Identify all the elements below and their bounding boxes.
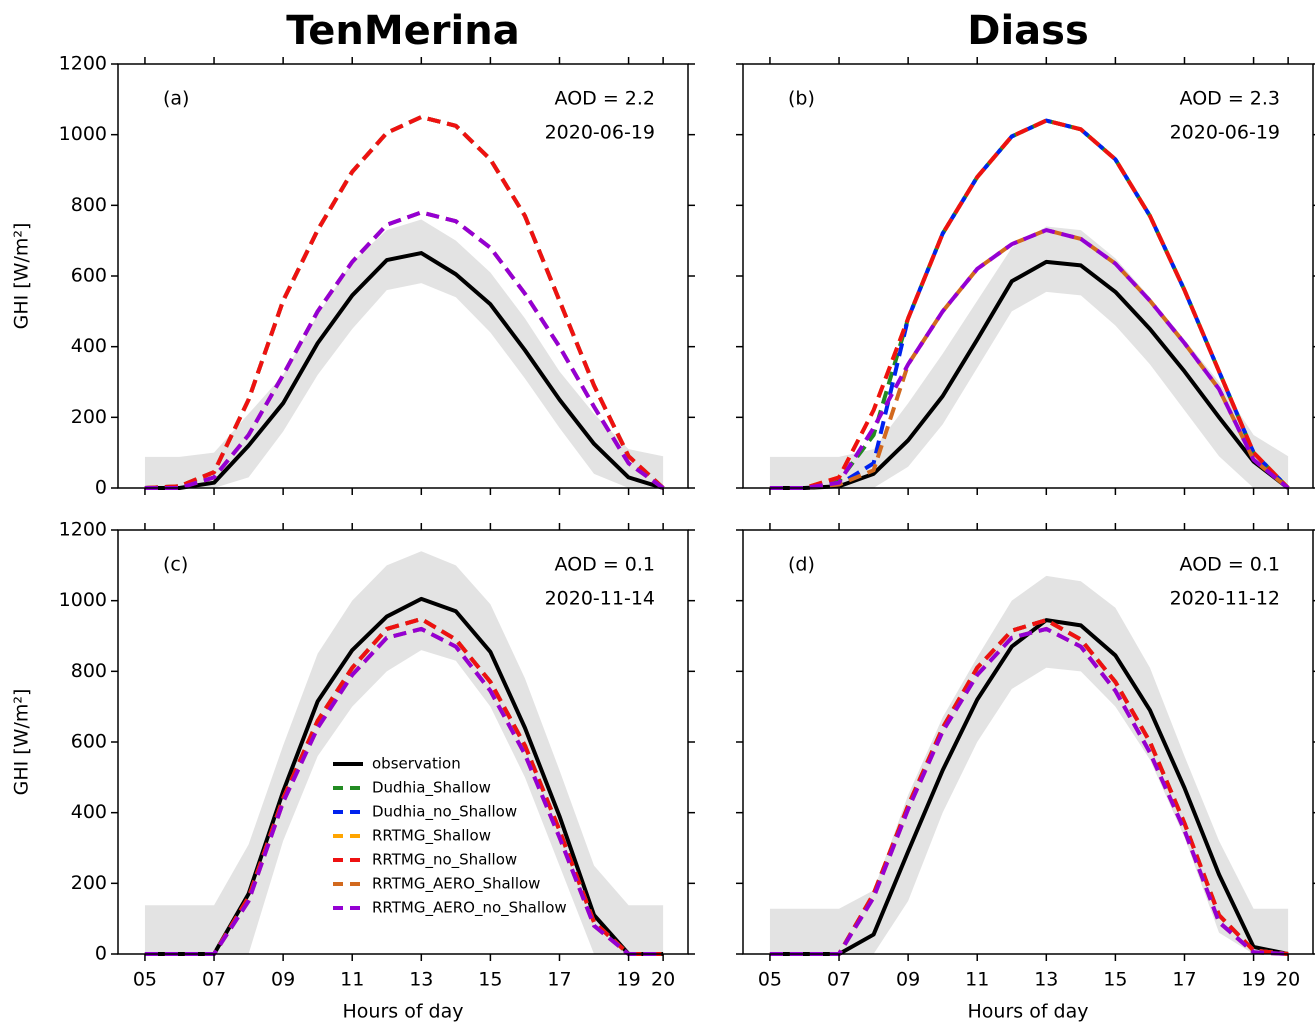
aod-annotation: AOD = 2.2	[555, 88, 655, 110]
y-tick-label: 800	[71, 660, 107, 682]
column-title: TenMerina	[286, 8, 519, 54]
y-tick-label: 1200	[59, 53, 107, 75]
aod-annotation: AOD = 2.3	[1180, 88, 1280, 110]
panel-label: (b)	[788, 88, 815, 110]
x-tick-label: 05	[133, 969, 157, 991]
y-tick-label: 0	[95, 477, 107, 499]
x-tick-label: 11	[965, 969, 989, 991]
y-tick-label: 1200	[59, 519, 107, 541]
x-tick-label: 13	[409, 969, 433, 991]
aod-annotation: AOD = 0.1	[1180, 554, 1280, 576]
panel-label: (a)	[163, 88, 189, 110]
legend-label: Dudhia_no_Shallow	[372, 803, 517, 822]
x-tick-label: 15	[1103, 969, 1127, 991]
panel: 0 200 400 600 800 1000 1200 05 07 09 11 13 15 17 19 20 G…	[11, 519, 695, 1023]
x-axis-label: Hours of day	[342, 1001, 463, 1023]
panel-label: (c)	[163, 554, 188, 576]
x-tick-label: 05	[758, 969, 782, 991]
panel-label: (d)	[788, 554, 815, 576]
series-line	[769, 118, 1290, 490]
series-line	[769, 259, 1290, 490]
y-tick-label: 0	[95, 943, 107, 965]
legend-label: RRTMG_AERO_no_Shallow	[372, 899, 567, 918]
x-tick-label: 19	[616, 969, 640, 991]
uncertainty-band	[144, 219, 664, 488]
x-tick-label: 20	[651, 969, 675, 991]
x-tick-label: 17	[1172, 969, 1196, 991]
date-annotation: 2020-06-19	[1170, 122, 1280, 144]
uncertainty-band	[144, 551, 664, 954]
x-tick-label: 09	[896, 969, 920, 991]
y-tick-label: 400	[71, 801, 107, 823]
y-tick-label: 400	[71, 335, 107, 357]
legend-label: RRTMG_Shallow	[372, 827, 491, 846]
y-tick-label: 600	[71, 265, 107, 287]
uncertainty-band	[769, 575, 1289, 954]
aod-annotation: AOD = 0.1	[555, 554, 655, 576]
y-tick-label: 200	[71, 406, 107, 428]
x-tick-label: 07	[827, 969, 851, 991]
series-line	[769, 228, 1290, 490]
y-tick-label: 1000	[59, 123, 107, 145]
panel: 05 07 09 11 13 15 17 19 20 Hours of day (d) AOD = 0…	[736, 523, 1315, 1023]
legend-label: RRTMG_AERO_Shallow	[372, 875, 540, 894]
x-tick-label: 19	[1241, 969, 1265, 991]
series-line	[144, 115, 665, 490]
x-tick-label: 15	[478, 969, 502, 991]
uncertainty-band	[769, 226, 1289, 488]
panel: Diass (b) AOD = 2.3 2020-06-19	[736, 8, 1315, 495]
legend-label: observation	[372, 755, 461, 773]
x-tick-label: 11	[340, 969, 364, 991]
y-tick-label: 200	[71, 872, 107, 894]
legend-label: Dudhia_Shallow	[372, 779, 491, 798]
x-tick-label: 13	[1034, 969, 1058, 991]
date-annotation: 2020-11-14	[545, 588, 655, 610]
y-tick-label: 600	[71, 731, 107, 753]
x-axis-label: Hours of day	[967, 1001, 1088, 1023]
series-line	[769, 626, 1289, 956]
x-tick-label: 20	[1276, 969, 1300, 991]
series-line	[769, 228, 1290, 490]
series-line	[144, 626, 664, 956]
column-title: Diass	[967, 8, 1089, 54]
y-tick-label: 800	[71, 194, 107, 216]
series-line	[144, 251, 664, 490]
legend-label: RRTMG_no_Shallow	[372, 851, 517, 870]
x-tick-label: 17	[547, 969, 571, 991]
y-axis-label: GHI [W/m²]	[11, 223, 33, 330]
panel: 0 200 400 600 800 1000 1200 GHI [W/m²] TenMerina…	[11, 8, 695, 499]
date-annotation: 2020-11-12	[1170, 588, 1280, 610]
y-axis-label: GHI [W/m²]	[11, 689, 33, 796]
series-line	[144, 210, 665, 490]
date-annotation: 2020-06-19	[545, 122, 655, 144]
x-tick-label: 07	[202, 969, 226, 991]
y-tick-label: 1000	[59, 589, 107, 611]
x-tick-label: 09	[271, 969, 295, 991]
